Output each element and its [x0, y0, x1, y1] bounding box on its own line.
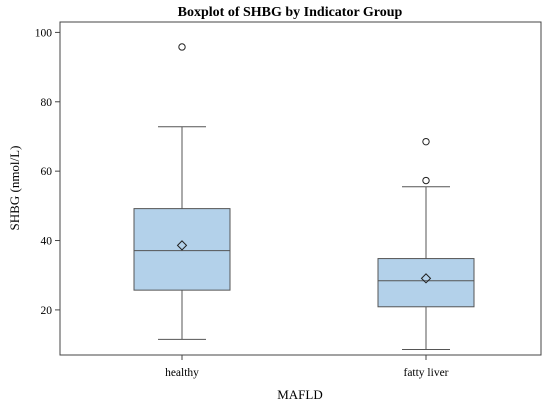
- outlier-point: [422, 176, 430, 185]
- outlier-point: [178, 43, 186, 51]
- box-group-fatty-liver: [377, 137, 475, 350]
- y-tick-label: 100: [35, 27, 53, 39]
- y-axis-title: SHBG (nmol/L): [7, 146, 22, 231]
- x-tick-label: fatty liver: [403, 367, 448, 379]
- y-tick-label: 40: [41, 236, 53, 248]
- y-tick-label: 20: [41, 305, 53, 317]
- outlier-point: [422, 137, 430, 146]
- x-tick-label: healthy: [165, 367, 199, 379]
- boxes: [133, 43, 475, 350]
- chart-title: Boxplot of SHBG by Indicator Group: [178, 5, 403, 20]
- x-axis-title: MAFLD: [277, 387, 323, 402]
- plot-frame: [59, 21, 542, 356]
- y-axis: 20 40 60 80 100: [35, 27, 60, 317]
- y-tick-label: 80: [41, 97, 53, 109]
- x-axis: healthy fatty liver: [165, 355, 449, 379]
- y-tick-label: 60: [41, 166, 53, 178]
- mean-marker: [176, 240, 188, 251]
- box-group-healthy: [133, 43, 231, 340]
- mean-marker: [420, 273, 432, 284]
